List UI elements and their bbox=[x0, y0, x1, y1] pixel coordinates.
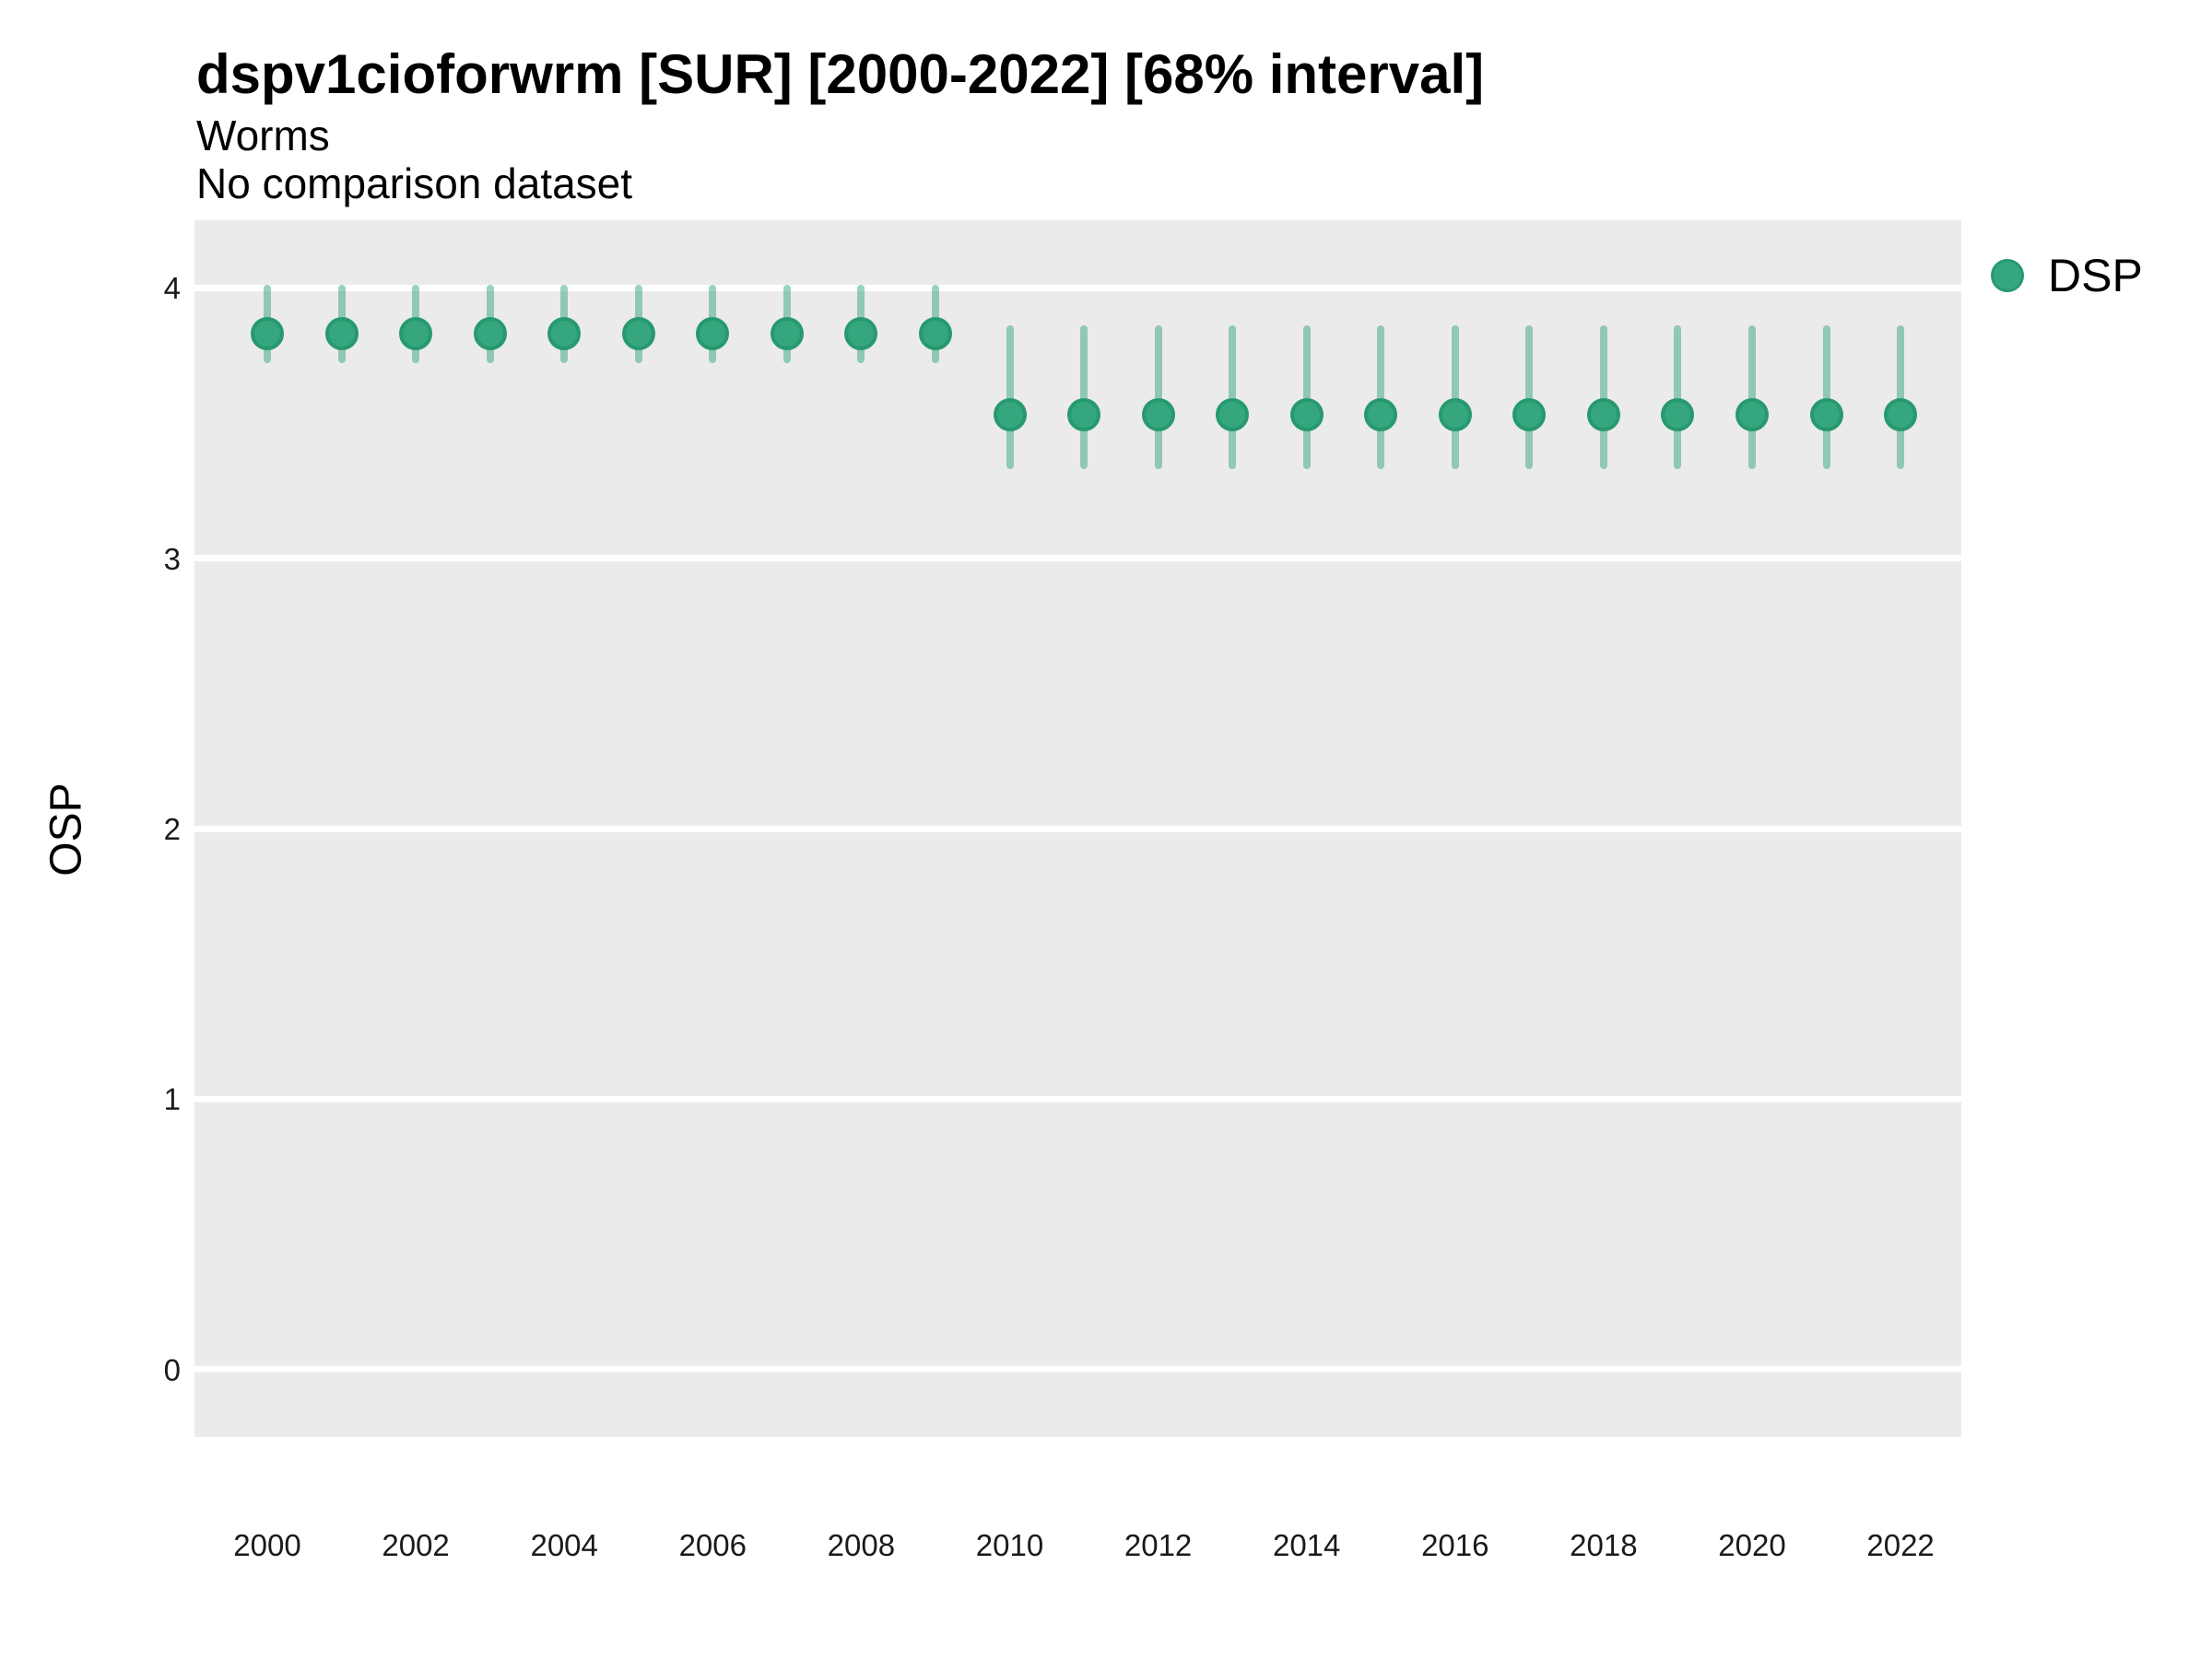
x-tick-label: 2020 bbox=[1718, 1528, 1786, 1562]
interval-bar bbox=[1229, 325, 1237, 469]
interval-bar bbox=[1674, 325, 1682, 469]
data-point bbox=[844, 317, 878, 351]
x-tick-label: 2002 bbox=[382, 1528, 450, 1562]
data-point bbox=[621, 317, 655, 351]
data-point bbox=[473, 317, 507, 351]
data-point bbox=[1735, 398, 1769, 432]
x-tick-label: 2010 bbox=[975, 1528, 1044, 1562]
legend-point-icon bbox=[1991, 259, 2024, 292]
x-tick-label: 2006 bbox=[678, 1528, 747, 1562]
data-point bbox=[324, 317, 359, 351]
x-tick-label: 2012 bbox=[1124, 1528, 1193, 1562]
y-gridline bbox=[194, 1366, 1961, 1373]
y-gridline bbox=[194, 1095, 1961, 1102]
data-point bbox=[1661, 398, 1695, 432]
interval-bar bbox=[1599, 325, 1607, 469]
data-point bbox=[770, 317, 804, 351]
x-tick-label: 2008 bbox=[827, 1528, 896, 1562]
x-tick-label: 2016 bbox=[1421, 1528, 1489, 1562]
x-tick-label: 2018 bbox=[1570, 1528, 1638, 1562]
data-point bbox=[547, 317, 582, 351]
data-point bbox=[1809, 398, 1843, 432]
y-gridline bbox=[194, 284, 1961, 291]
data-point bbox=[251, 317, 284, 351]
x-tick-label: 2004 bbox=[530, 1528, 598, 1562]
interval-bar bbox=[1006, 325, 1014, 469]
data-point bbox=[399, 317, 433, 351]
y-tick-label: 4 bbox=[163, 271, 181, 306]
data-point bbox=[1438, 398, 1472, 432]
data-point bbox=[993, 398, 1027, 432]
data-point bbox=[696, 317, 730, 351]
y-tick-label: 2 bbox=[163, 812, 181, 846]
y-tick-label: 0 bbox=[163, 1352, 181, 1387]
data-point bbox=[1364, 398, 1398, 432]
y-gridline bbox=[194, 555, 1961, 562]
data-point bbox=[1141, 398, 1175, 432]
plot-panel bbox=[194, 220, 1961, 1437]
interval-bar bbox=[1302, 325, 1311, 469]
data-point bbox=[1884, 398, 1918, 432]
interval-bar bbox=[1897, 325, 1905, 469]
data-point bbox=[1216, 398, 1250, 432]
y-tick-label: 3 bbox=[163, 541, 181, 576]
x-tick-label: 2022 bbox=[1866, 1528, 1935, 1562]
data-point bbox=[1289, 398, 1324, 432]
interval-bar bbox=[1822, 325, 1830, 469]
y-gridline bbox=[194, 825, 1961, 832]
legend-label: DSP bbox=[2048, 250, 2143, 301]
x-tick-label: 2014 bbox=[1272, 1528, 1341, 1562]
interval-bar bbox=[1748, 325, 1756, 469]
chart-title: dspv1cioforwrm [SUR] [2000-2022] [68% in… bbox=[196, 43, 1485, 105]
interval-bar bbox=[1525, 325, 1534, 469]
chart-caption: No comparison dataset bbox=[196, 159, 633, 207]
x-tick-label: 2000 bbox=[233, 1528, 301, 1562]
interval-bar bbox=[1080, 325, 1088, 469]
interval-bar bbox=[1451, 325, 1459, 469]
interval-bar bbox=[1377, 325, 1385, 469]
chart-subtitle: Worms bbox=[196, 112, 330, 159]
interval-bar bbox=[1154, 325, 1162, 469]
data-point bbox=[918, 317, 952, 351]
data-point bbox=[1512, 398, 1547, 432]
data-point bbox=[1586, 398, 1620, 432]
y-tick-label: 1 bbox=[163, 1082, 181, 1117]
data-point bbox=[1067, 398, 1101, 432]
legend: DSP bbox=[1991, 250, 2143, 301]
